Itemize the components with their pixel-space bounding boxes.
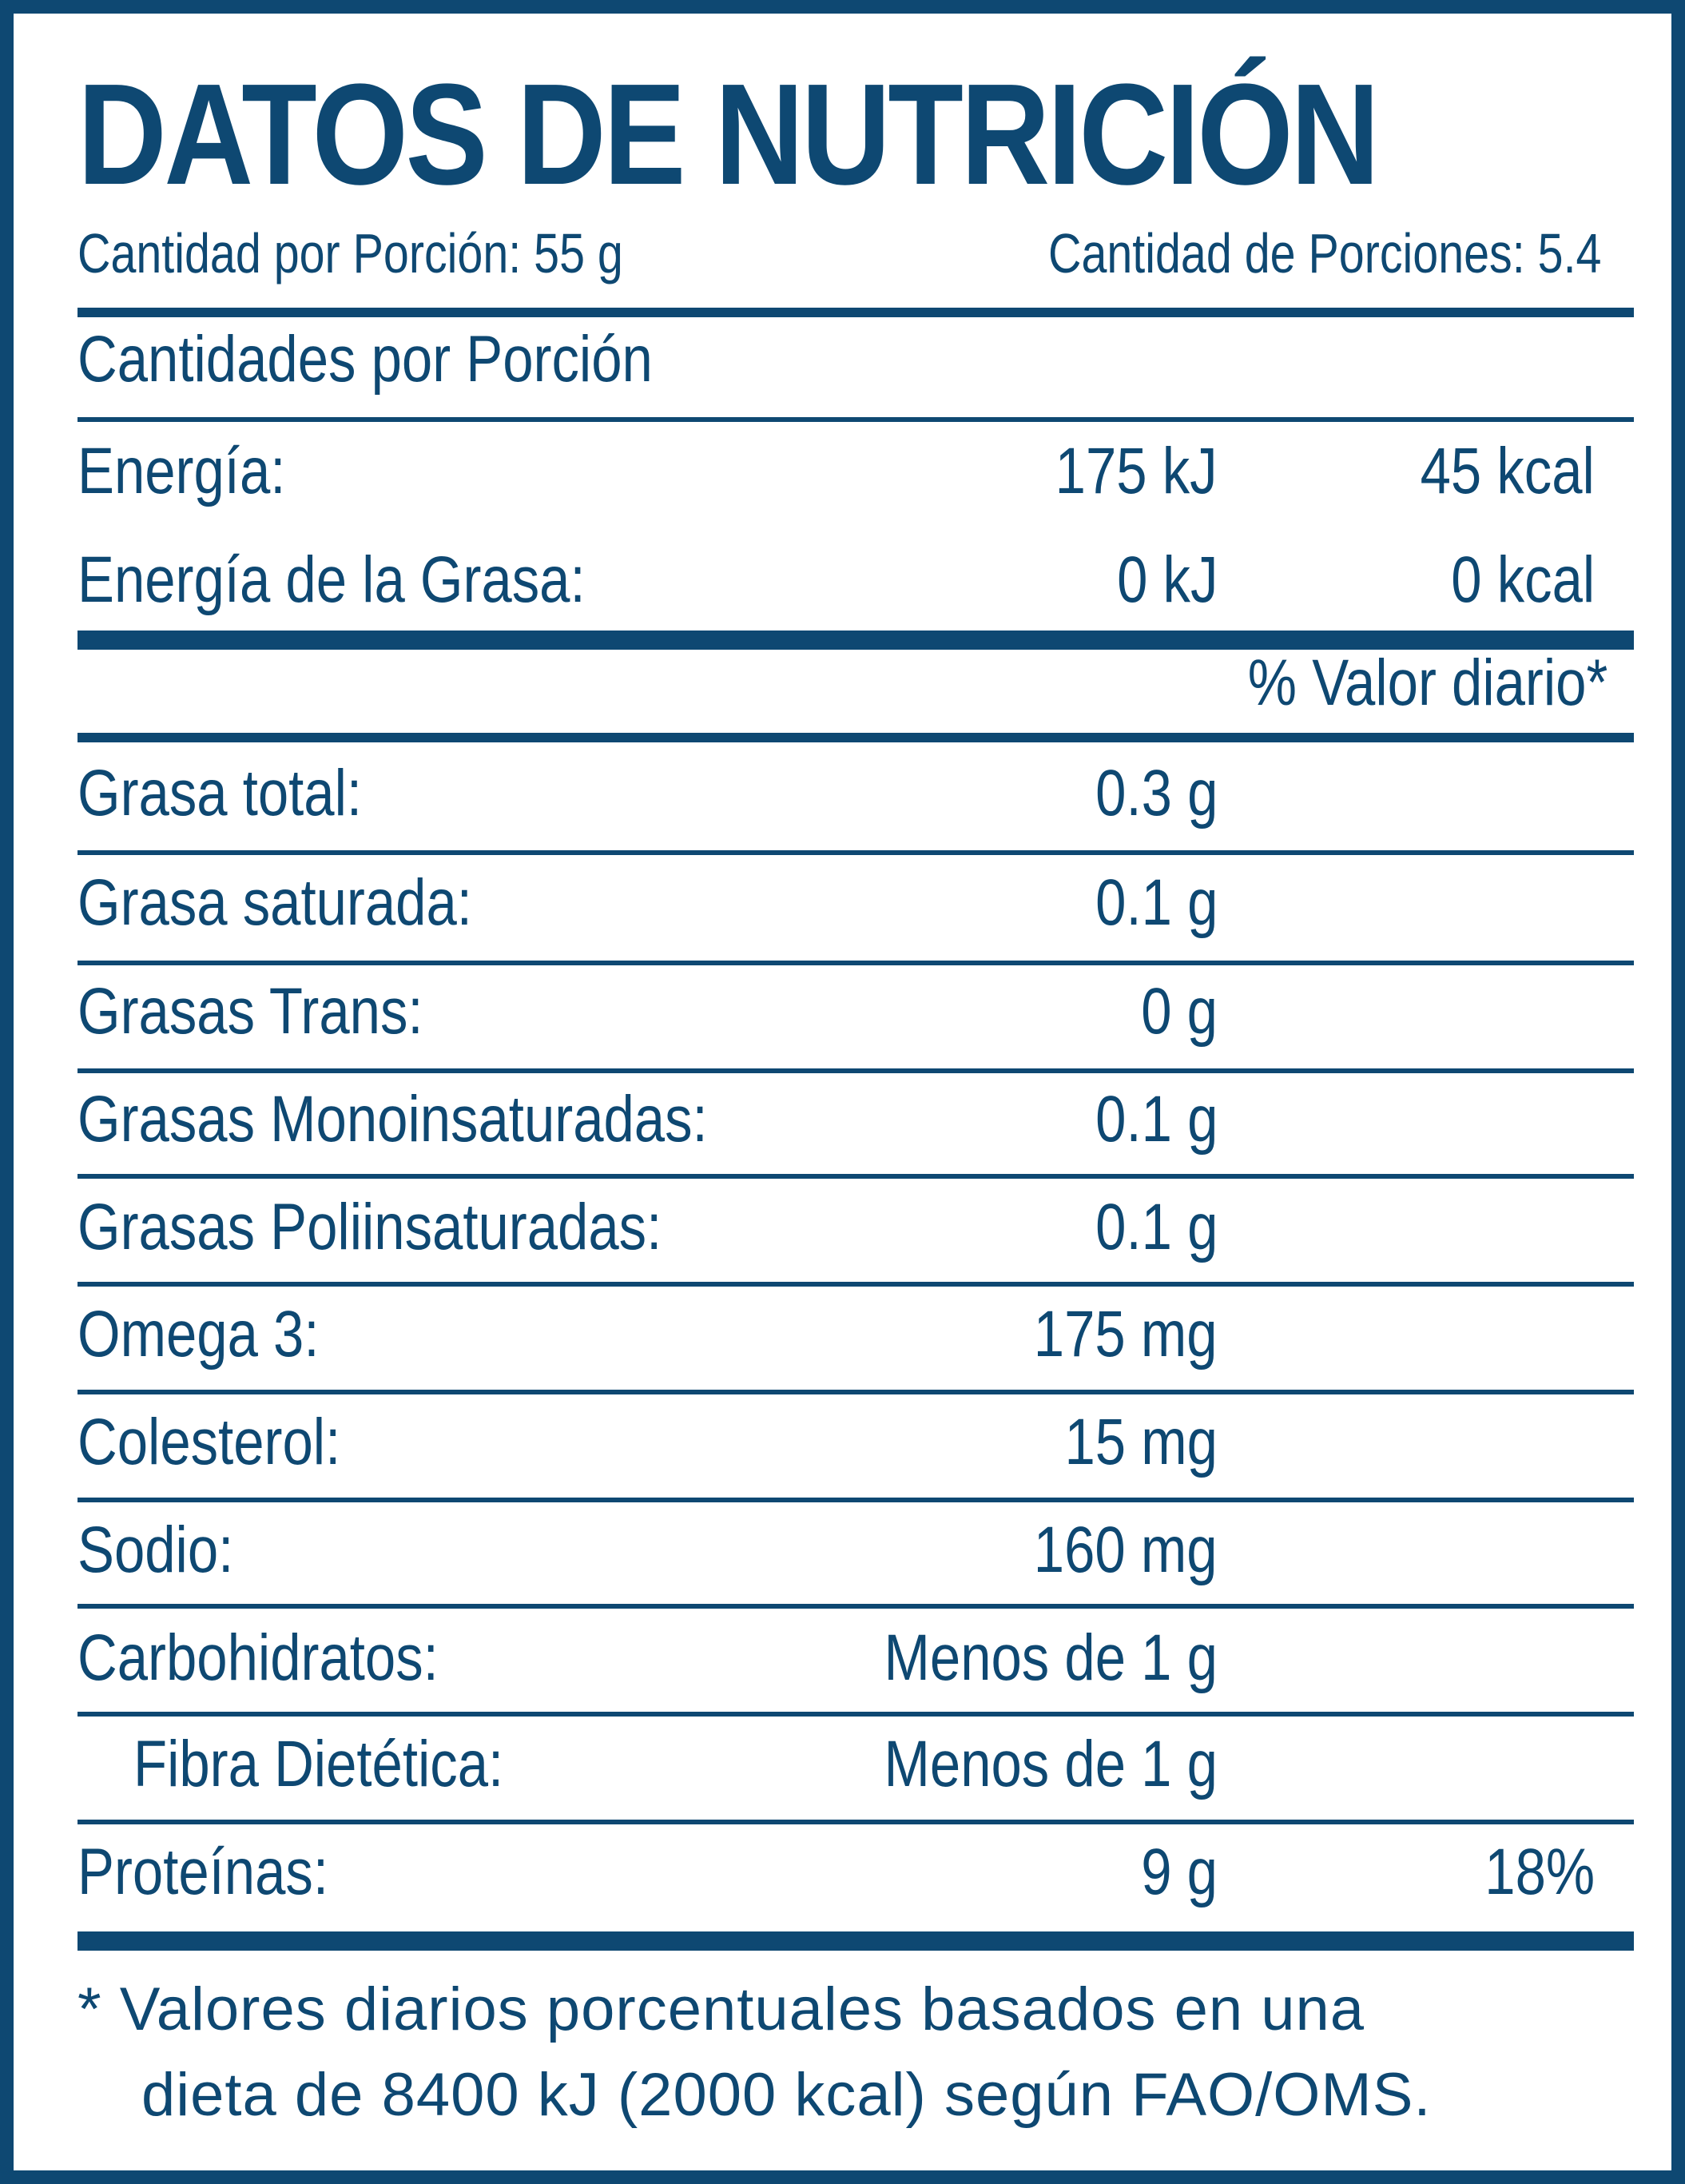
nutrient-label-polyunsaturated-fat: Grasas Poliinsaturadas:: [77, 1191, 662, 1263]
nutrient-amount-dietary-fiber: Menos de 1 g: [884, 1728, 1218, 1800]
divider: [77, 1390, 1634, 1394]
energy-label: Energía:: [77, 435, 286, 507]
daily-value-heading: % Valor diario*: [1247, 646, 1608, 719]
divider: [77, 733, 1634, 742]
nutrient-amount-carbohydrates: Menos de 1 g: [884, 1621, 1218, 1694]
divider: [77, 1282, 1634, 1287]
nutrient-label-saturated-fat: Grasa saturada:: [77, 866, 472, 939]
nutrient-label-sodium: Sodio:: [77, 1514, 234, 1586]
divider: [77, 1068, 1634, 1073]
nutrient-label-monounsaturated-fat: Grasas Monoinsaturadas:: [77, 1083, 708, 1156]
nutrient-label-total-fat: Grasa total:: [77, 757, 363, 829]
energy-fat-kj: 0 kJ: [1116, 543, 1218, 616]
nutrient-amount-omega-3: 175 mg: [1034, 1298, 1218, 1370]
divider: [77, 1498, 1634, 1502]
nutrition-title: DATOS DE NUTRICIÓN: [77, 54, 1380, 215]
nutrient-label-trans-fat: Grasas Trans:: [77, 975, 423, 1048]
nutrient-amount-sodium: 160 mg: [1034, 1514, 1218, 1586]
divider: [77, 1931, 1634, 1951]
nutrient-amount-cholesterol: 15 mg: [1064, 1406, 1218, 1478]
energy-kcal: 45 kcal: [1420, 435, 1595, 507]
nutrient-amount-monounsaturated-fat: 0.1 g: [1095, 1083, 1218, 1156]
divider: [77, 850, 1634, 855]
energy-fat-kcal: 0 kcal: [1451, 543, 1595, 616]
nutrient-dv-protein: 18%: [1484, 1836, 1595, 1908]
nutrient-amount-total-fat: 0.3 g: [1095, 757, 1218, 829]
divider: [77, 961, 1634, 965]
footnote-line-1: * Valores diarios porcentuales basados e…: [77, 1975, 1365, 2043]
nutrient-amount-saturated-fat: 0.1 g: [1095, 866, 1218, 939]
divider: [77, 1712, 1634, 1717]
nutrient-amount-trans-fat: 0 g: [1141, 975, 1218, 1048]
nutrient-label-carbohydrates: Carbohidratos:: [77, 1621, 439, 1694]
divider: [77, 1820, 1634, 1824]
divider: [77, 631, 1634, 650]
nutrient-label-dietary-fiber: Fibra Dietética:: [133, 1728, 504, 1800]
nutrient-amount-protein: 9 g: [1141, 1836, 1218, 1908]
nutrient-label-protein: Proteínas:: [77, 1836, 328, 1908]
energy-kj: 175 kJ: [1055, 435, 1218, 507]
divider: [77, 1604, 1634, 1609]
energy-fat-label: Energía de la Grasa:: [77, 543, 586, 616]
per-serving-heading: Cantidades por Porción: [77, 323, 653, 396]
nutrient-label-cholesterol: Colesterol:: [77, 1406, 341, 1478]
nutrient-label-omega-3: Omega 3:: [77, 1298, 320, 1370]
divider: [77, 308, 1634, 317]
divider: [77, 1174, 1634, 1179]
divider: [77, 417, 1634, 422]
servings-per-container: Cantidad de Porciones: 5.4: [1047, 222, 1601, 284]
serving-size: Cantidad por Porción: 55 g: [77, 222, 623, 284]
footnote-line-2: dieta de 8400 kJ (2000 kcal) según FAO/O…: [141, 2061, 1432, 2129]
nutrient-amount-polyunsaturated-fat: 0.1 g: [1095, 1191, 1218, 1263]
